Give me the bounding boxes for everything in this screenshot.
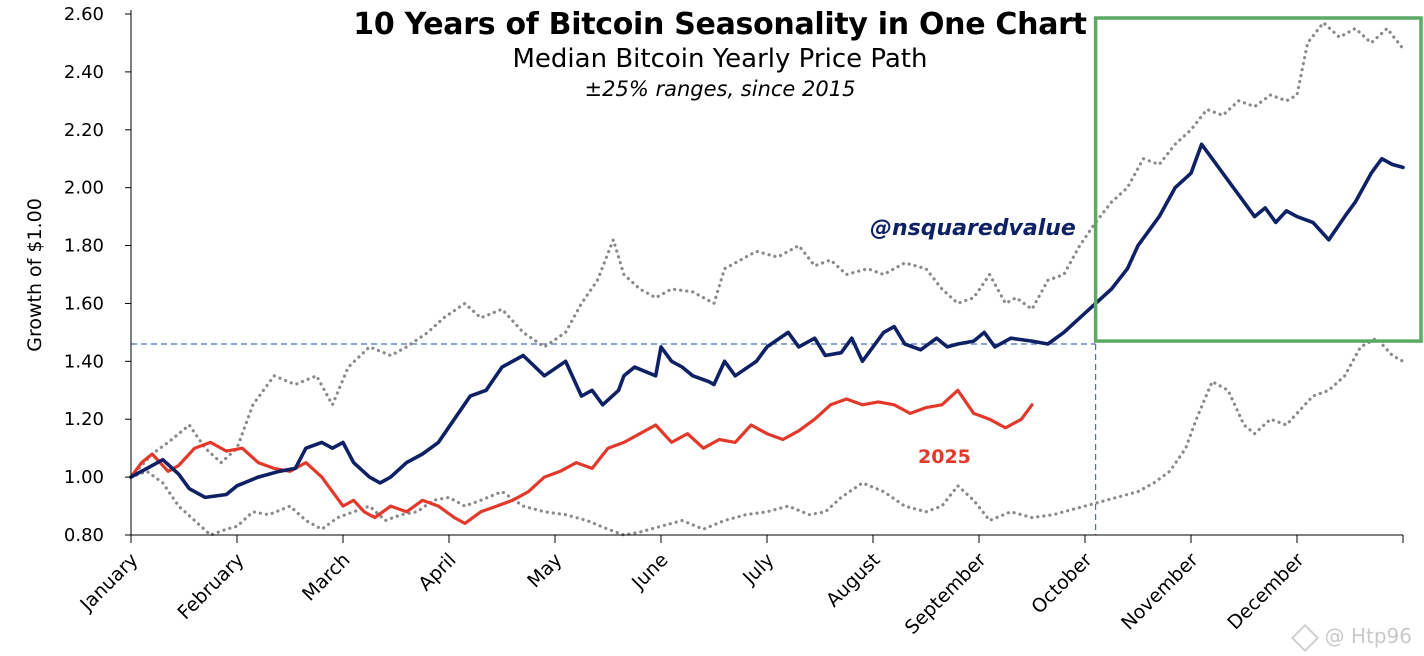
y-tick-label: 1.60 xyxy=(64,293,104,314)
x-tick-label: May xyxy=(523,549,566,592)
chart-subtitle: Median Bitcoin Yearly Price Path xyxy=(512,44,928,74)
y-axis-label: Growth of $1.00 xyxy=(24,198,46,352)
x-tick-label: February xyxy=(173,549,248,624)
y-tick-label: 2.40 xyxy=(64,62,104,83)
series-line-median xyxy=(129,142,1405,500)
highlight-box xyxy=(1093,16,1423,343)
x-tick-label: April xyxy=(414,549,460,595)
chart-title: 10 Years of Bitcoin Seasonality in One C… xyxy=(353,7,1087,42)
series-line-2025 xyxy=(129,388,1034,526)
x-tick-label: June xyxy=(627,549,673,595)
y-tick-label: 1.40 xyxy=(64,351,104,372)
author-handle: @nsquaredvalue xyxy=(870,216,1076,241)
x-tick-label: January xyxy=(75,549,142,616)
watermark-text: @ Htp96 xyxy=(1324,624,1412,648)
watermark: @ Htp96 xyxy=(1290,623,1412,652)
watermark-logo-icon xyxy=(1290,623,1319,652)
y-tick-label: 1.80 xyxy=(64,236,104,257)
y-tick-label: 2.00 xyxy=(64,178,104,199)
series-line-upper-range-25 xyxy=(129,21,1405,479)
y-tick-label: 2.20 xyxy=(64,120,104,141)
y-tick-label: 2.60 xyxy=(64,4,104,25)
series-line-lower-range-25 xyxy=(129,336,1405,537)
x-tick-label: March xyxy=(298,549,355,606)
x-tick-label: December xyxy=(1223,549,1308,634)
x-tick-label: July xyxy=(738,549,778,589)
chart-subtitle-ranges: ±25% ranges, since 2015 xyxy=(584,77,856,101)
y-tick-label: 1.00 xyxy=(64,467,104,488)
y-tick-label: 1.20 xyxy=(64,409,104,430)
x-tick-label: October xyxy=(1027,549,1096,618)
y-tick-label: 0.80 xyxy=(64,525,104,546)
title-block: 10 Years of Bitcoin Seasonality in One C… xyxy=(340,6,1100,104)
x-tick-label: September xyxy=(901,549,991,639)
series-label-2025: 2025 xyxy=(918,446,971,468)
x-tick-label: August xyxy=(822,549,885,612)
x-tick-label: November xyxy=(1117,549,1203,635)
